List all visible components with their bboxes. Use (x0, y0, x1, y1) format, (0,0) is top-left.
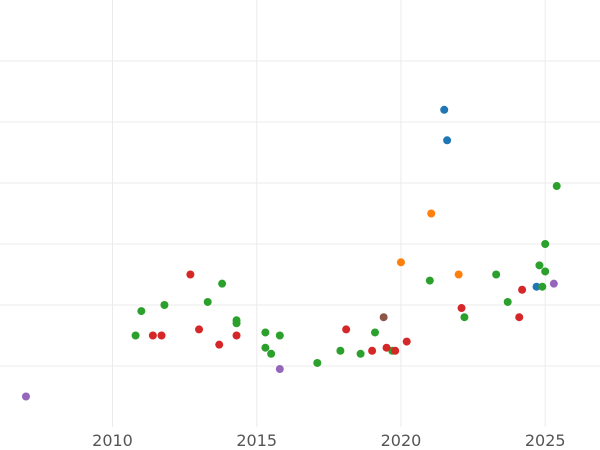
data-point (368, 346, 377, 355)
data-point (541, 240, 550, 248)
data-point (160, 301, 169, 309)
data-point (275, 331, 284, 340)
data-point (549, 279, 558, 288)
data-point (515, 313, 524, 322)
data-point (391, 346, 400, 355)
data-point (552, 182, 561, 191)
y-gridlines (0, 60, 600, 367)
data-point (148, 331, 157, 340)
data-point (382, 343, 391, 352)
data-point (518, 285, 527, 294)
data-point (538, 282, 547, 291)
data-point (336, 346, 345, 355)
data-point (131, 331, 140, 340)
data-point (275, 365, 284, 374)
data-point (261, 328, 270, 337)
data-point (532, 282, 541, 291)
data-point (454, 270, 463, 279)
data-point (203, 297, 212, 306)
data-point (379, 313, 388, 322)
data-point (356, 349, 365, 358)
data-point (402, 337, 411, 346)
x-tick-label: 2020 (381, 431, 422, 450)
data-point (460, 313, 469, 322)
data-point (261, 343, 270, 352)
data-point (427, 209, 436, 218)
data-point (186, 270, 195, 279)
data-point (503, 297, 512, 306)
data-point (425, 276, 434, 285)
data-point (232, 331, 241, 340)
x-tick-labels: 2010 2015 2020 2025 (92, 431, 565, 450)
data-point (313, 358, 322, 367)
data-points (21, 105, 561, 401)
data-point (195, 325, 204, 334)
data-point (535, 261, 544, 270)
data-point (443, 136, 452, 145)
data-point (396, 258, 405, 267)
data-point (541, 267, 550, 276)
x-tick-label: 2025 (525, 431, 566, 450)
data-point (21, 392, 30, 401)
x-tick-label: 2010 (92, 431, 133, 450)
data-point (137, 307, 146, 316)
data-point (267, 349, 276, 358)
data-point (342, 325, 351, 334)
data-point (371, 328, 379, 337)
data-point (232, 316, 241, 325)
x-gridlines (112, 0, 546, 427)
data-point (215, 340, 224, 349)
data-point (440, 105, 449, 114)
data-point (492, 270, 501, 279)
data-point (457, 304, 466, 313)
data-point (218, 279, 227, 288)
data-point (157, 331, 166, 340)
x-tick-label: 2015 (236, 431, 277, 450)
